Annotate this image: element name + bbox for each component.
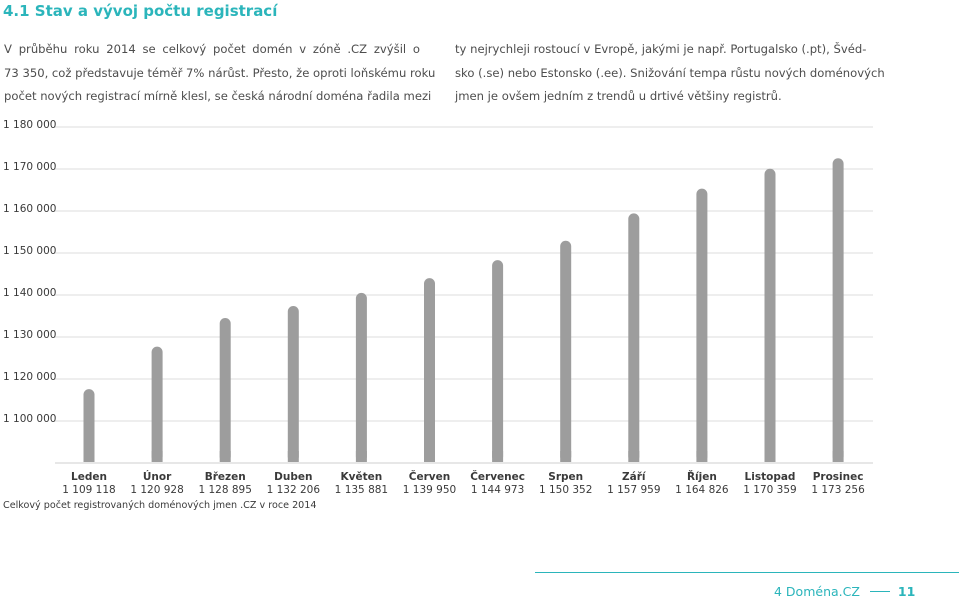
y-tick-label: 1 140 000 (3, 287, 56, 299)
category-label: Červen (409, 470, 450, 483)
intro-left-line: V průběhu roku 2014 se celkový počet dom… (4, 42, 420, 56)
bar (287, 306, 299, 462)
y-tick-label: 1 180 000 (3, 119, 56, 131)
value-label: 1 157 959 (607, 484, 660, 496)
value-label: 1 164 826 (675, 484, 729, 496)
value-label: 1 170 359 (743, 484, 796, 496)
value-label: 1 128 895 (198, 484, 251, 496)
intro-right-line: ty nejrychleji rostoucí v Evropě, jakými… (455, 42, 867, 56)
bar-base (492, 451, 504, 462)
value-label: 1 132 206 (267, 484, 321, 496)
value-label: 1 120 928 (130, 484, 183, 496)
bar-base (560, 451, 572, 462)
value-label: 1 144 973 (471, 484, 524, 496)
value-label: 1 173 256 (811, 484, 865, 496)
bar (628, 213, 640, 462)
bar (219, 317, 231, 462)
category-label: Květen (341, 471, 383, 483)
category-label: Leden (71, 471, 107, 483)
bar-base (696, 451, 708, 462)
footer-dash (869, 591, 890, 592)
page-footer: 4 Doména.CZ 11 (774, 584, 915, 599)
bar-base (287, 451, 299, 462)
category-label: Září (622, 471, 647, 483)
bar (696, 188, 708, 462)
bar (832, 158, 844, 463)
y-tick-label: 1 150 000 (3, 245, 56, 257)
bar (151, 346, 163, 462)
y-tick-label: 1 170 000 (3, 161, 56, 173)
chart-caption: Celkový počet registrovaných doménových … (3, 500, 317, 511)
intro-right-line: sko (.se) nebo Estonsko (.ee). Snižování… (455, 65, 885, 80)
bar (764, 168, 776, 463)
category-label: Srpen (548, 471, 583, 483)
bar (355, 292, 367, 462)
category-label: Červenec (470, 470, 525, 483)
value-label: 1 150 352 (539, 484, 592, 496)
y-tick-label: 1 130 000 (3, 329, 56, 341)
bar-base (832, 451, 844, 462)
bar-base (151, 451, 163, 462)
category-label: Březen (205, 471, 246, 483)
category-label: Únor (143, 470, 172, 483)
bar-base (764, 451, 776, 462)
bar-base (628, 451, 640, 462)
footer-rule (535, 572, 959, 573)
category-label: Říjen (687, 470, 717, 483)
intro-left-line: 73 350, což představuje téměř 7% nárůst.… (4, 65, 436, 80)
bar (424, 278, 435, 462)
category-label: Listopad (745, 471, 796, 483)
footer-publication: 4 Doména.CZ (774, 584, 860, 599)
section-heading: 4.1 Stav a vývoj počtu registrací (3, 2, 278, 20)
intro-left-column: V průběhu roku 2014 se celkový počet dom… (4, 38, 436, 109)
bar-base (355, 451, 367, 462)
value-label: 1 135 881 (335, 484, 388, 496)
category-label: Duben (274, 471, 312, 483)
bar-base (83, 451, 95, 462)
bar (492, 260, 504, 462)
y-tick-label: 1 120 000 (3, 371, 56, 383)
y-tick-label: 1 160 000 (3, 203, 56, 215)
bar-base (424, 451, 435, 462)
category-label: Prosinec (813, 471, 864, 483)
bar (83, 389, 95, 462)
intro-left-line: počet nových registrací mírně klesl, se … (4, 89, 432, 103)
bar-base (219, 451, 231, 462)
y-tick-label: 1 100 000 (3, 413, 56, 425)
intro-right-line: jmen je ovšem jedním z trendů u drtivé v… (455, 89, 782, 103)
value-label: 1 109 118 (62, 484, 115, 496)
bar (560, 240, 572, 462)
intro-right-column: ty nejrychleji rostoucí v Evropě, jakými… (455, 38, 885, 109)
page-number: 11 (897, 584, 916, 599)
value-label: 1 139 950 (403, 484, 456, 496)
